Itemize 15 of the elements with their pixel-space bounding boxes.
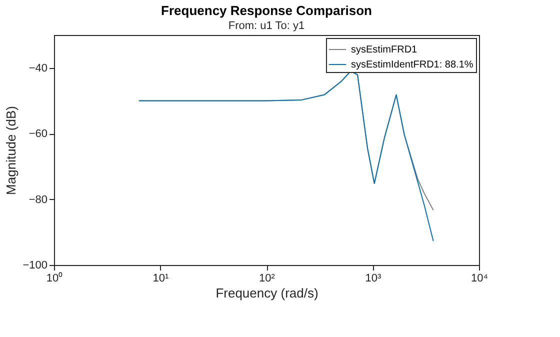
legend-label: sysEstimFRD1 bbox=[351, 44, 418, 56]
x-tick-label: 10¹ bbox=[152, 272, 170, 284]
y-axis-title: Magnitude (dB) bbox=[4, 106, 19, 195]
legend-label: sysEstimIdentFRD1: 88.1% bbox=[351, 60, 474, 70]
y-tick-label: −60 bbox=[28, 128, 48, 140]
x-axis-title: Frequency (rad/s) bbox=[216, 286, 318, 300]
chart-subtitle: From: u1 To: y1 bbox=[228, 20, 305, 32]
chart-title: Frequency Response Comparison bbox=[161, 3, 372, 18]
y-tick-label: −40 bbox=[28, 62, 48, 74]
x-tick-label: 10² bbox=[259, 272, 276, 284]
y-tick-label: −80 bbox=[28, 194, 48, 206]
x-tick-label: 10⁴ bbox=[471, 272, 488, 284]
x-tick-label: 10⁰ bbox=[46, 272, 63, 284]
y-tick-label: −100 bbox=[22, 260, 48, 272]
x-tick-label: 10³ bbox=[365, 272, 382, 284]
